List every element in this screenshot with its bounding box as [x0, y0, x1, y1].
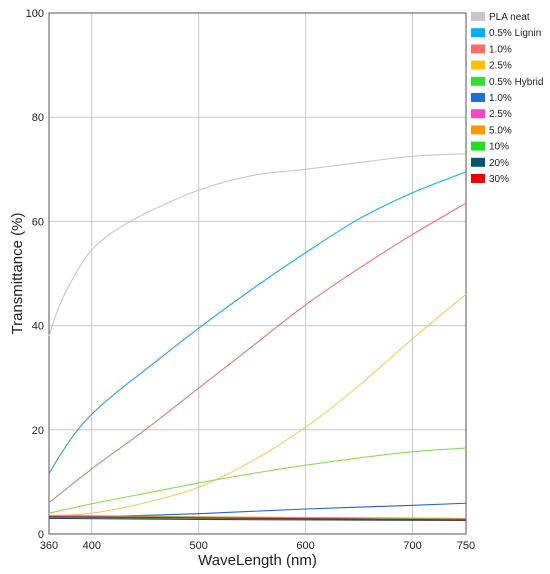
y-tick-label: 0 [38, 529, 44, 541]
x-tick-label: 700 [403, 540, 421, 552]
plot-area-frame [48, 12, 467, 535]
series-line [48, 153, 467, 337]
legend-swatch [471, 109, 485, 119]
series-line [48, 517, 467, 521]
legend-label: 10% [489, 142, 509, 153]
legend: PLA neat 0.5% Lignin 1.0% 2.5% 0.5% Hybrid 1.… [471, 12, 543, 185]
series-line [48, 447, 467, 514]
legend-item: 0.5% Lignin [471, 28, 541, 39]
legend-label: 1.0% [489, 93, 512, 104]
legend-item: 20% [471, 157, 509, 169]
legend-item: 2.5% [471, 60, 512, 72]
series-line [48, 293, 467, 517]
y-tick-label: 20 [32, 425, 44, 437]
series-line [48, 171, 467, 475]
y-axis-label: Transmittance (%) [9, 213, 26, 335]
legend-swatch [471, 76, 485, 86]
legend-swatch [471, 28, 485, 38]
legend-item: 2.5% [471, 109, 512, 120]
legend-item: 0.5% Hybrid [471, 76, 543, 88]
legend-item: 1.0% [471, 93, 512, 104]
legend-swatch [471, 93, 485, 102]
y-tick-label: 80 [32, 112, 44, 124]
x-axis-ticks: 360 400 500 600 700 750 [40, 540, 475, 552]
series-line [48, 516, 467, 521]
legend-label: 2.5% [489, 61, 512, 72]
series-line [48, 514, 467, 519]
y-tick-label: 40 [32, 321, 44, 333]
grid-lines [49, 12, 467, 535]
legend-swatch [471, 44, 485, 54]
legend-label: 5.0% [489, 125, 512, 136]
legend-label: 2.5% [489, 109, 512, 120]
y-tick-label: 100 [26, 8, 44, 20]
legend-label: 0.5% Hybrid [489, 77, 543, 88]
x-tick-label: 500 [190, 540, 208, 552]
legend-item: 1.0% [471, 44, 512, 55]
legend-item: PLA neat [471, 12, 530, 23]
legend-item: 10% [471, 141, 509, 153]
x-axis-label: WaveLength (nm) [198, 552, 317, 569]
legend-label: PLA neat [489, 12, 530, 23]
series-lines [48, 153, 467, 521]
legend-item: 5.0% [471, 125, 512, 136]
legend-swatch [471, 174, 485, 183]
legend-swatch [471, 141, 485, 151]
x-tick-label: 360 [40, 540, 58, 552]
x-tick-label: 750 [457, 540, 475, 552]
legend-label: 1.0% [489, 44, 512, 55]
x-tick-label: 400 [83, 540, 101, 552]
legend-label: 30% [489, 174, 509, 185]
legend-label: 20% [489, 158, 509, 169]
legend-item: 30% [471, 174, 509, 185]
legend-label: 0.5% Lignin [489, 28, 541, 39]
legend-swatch [471, 12, 485, 21]
legend-swatch [471, 125, 485, 135]
y-axis-ticks: 0 20 40 60 80 100 [26, 8, 44, 541]
y-tick-label: 60 [32, 216, 44, 228]
legend-swatch [471, 60, 485, 70]
legend-swatch [471, 157, 485, 167]
x-tick-label: 600 [296, 540, 314, 552]
series-line [48, 202, 467, 504]
